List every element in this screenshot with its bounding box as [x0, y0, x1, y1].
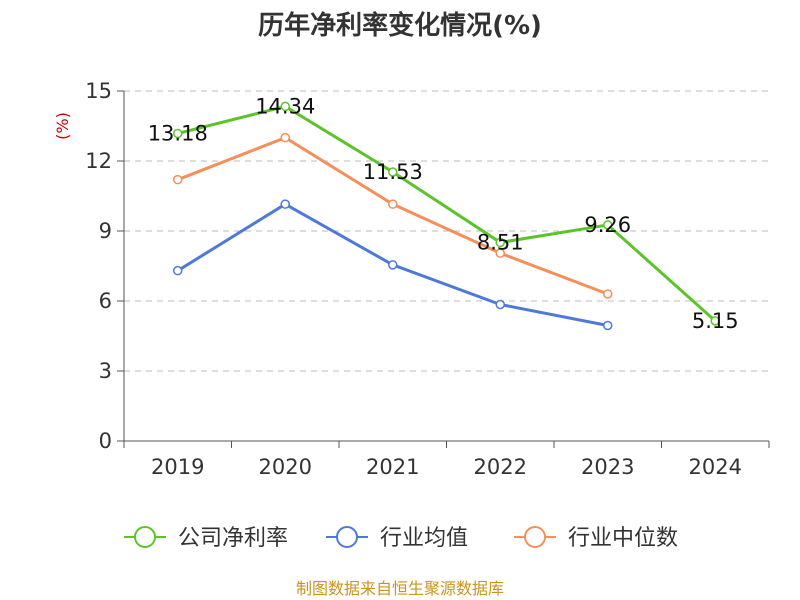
series-point [173, 265, 183, 276]
data-label: 9.26 [584, 213, 631, 237]
data-label: 14.34 [255, 94, 315, 118]
series-point [173, 174, 183, 185]
data-label: 13.18 [148, 121, 208, 145]
legend-marker-icon [524, 526, 546, 548]
legend-marker-icon [134, 526, 156, 548]
x-tick-label: 2023 [581, 455, 634, 479]
source-note: 制图数据来自恒生聚源数据库 [296, 579, 504, 598]
y-tick-label: 3 [99, 359, 112, 383]
y-tick-label: 15 [85, 79, 112, 103]
series-point [495, 237, 505, 248]
chart-title: 历年净利率变化情况(%) [258, 10, 542, 41]
data-labels: 13.18 14.34 11.53 8.51 9.26 5.15 [148, 94, 739, 332]
series-point [280, 199, 290, 209]
series-line [176, 104, 717, 323]
legend-label: 行业均值 [380, 526, 468, 551]
data-label: 5.15 [692, 309, 739, 333]
series-point [388, 199, 398, 209]
y-tick-label: 12 [85, 149, 112, 173]
series-lines [173, 101, 720, 331]
series-point [173, 128, 183, 139]
axes: 0 3 6 9 12 15 2019 2020 2021 2022 2023 2024 [85, 79, 770, 479]
x-tick-label: 2021 [366, 455, 419, 479]
data-label: 11.53 [363, 160, 423, 184]
series-point [710, 316, 720, 326]
series-point [603, 289, 613, 299]
legend-marker-icon [336, 526, 358, 548]
y-tick-label: 6 [99, 289, 112, 313]
x-tick-label: 2024 [689, 455, 742, 479]
series-point [280, 132, 290, 143]
x-tick-label: 2020 [259, 455, 312, 479]
legend: 公司净利率 行业均值 行业中位数 [124, 526, 678, 551]
series-point [603, 320, 613, 331]
grid-lines [124, 90, 769, 372]
series-point [495, 248, 505, 258]
series-point [388, 260, 398, 270]
legend-label: 行业中位数 [568, 526, 678, 551]
data-label: 8.51 [477, 230, 524, 254]
series-point [603, 220, 613, 230]
series-point [388, 167, 398, 177]
series-point [495, 299, 505, 310]
y-tick-label: 0 [99, 429, 112, 453]
y-axis-unit: (%) [53, 112, 72, 140]
x-tick-label: 2019 [151, 455, 204, 479]
legend-label: 公司净利率 [178, 526, 288, 551]
y-tick-label: 9 [99, 219, 112, 243]
series-point [280, 101, 290, 112]
x-tick-label: 2022 [474, 455, 527, 479]
